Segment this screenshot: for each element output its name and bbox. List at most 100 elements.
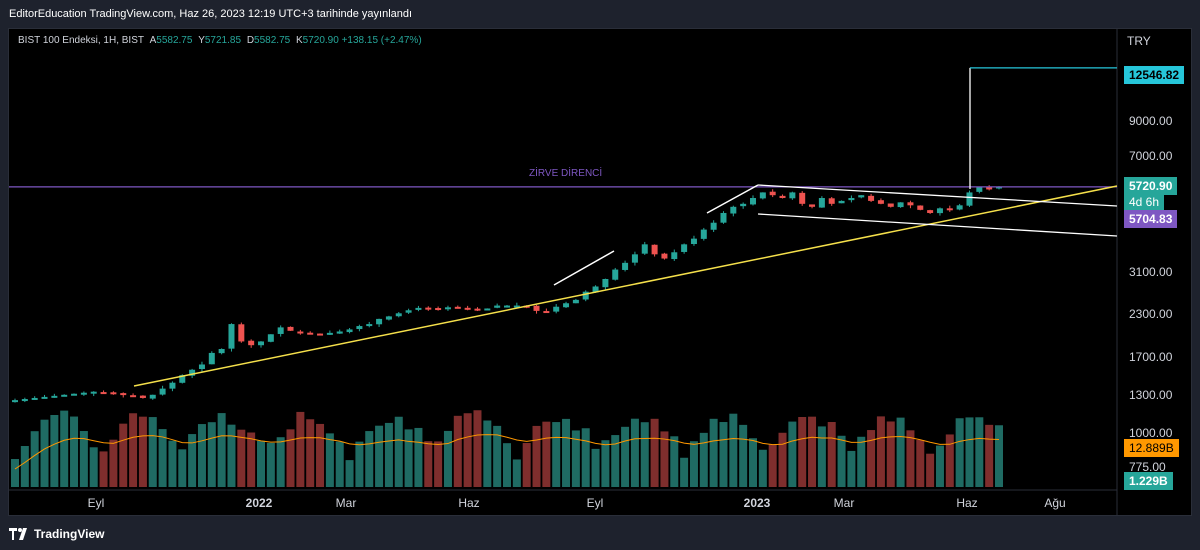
candle-up (494, 305, 501, 308)
channel-lower-line (757, 213, 1118, 237)
candle-up (602, 279, 609, 288)
volume-bar (827, 422, 836, 487)
candle-up (80, 392, 87, 395)
candle-up (31, 397, 38, 400)
low-value: 5582.75 (254, 35, 291, 46)
volume-bar (247, 432, 256, 487)
volume-bar (709, 418, 718, 487)
candle-up (484, 308, 491, 311)
volume-bar (758, 449, 767, 487)
high-label: Y (198, 35, 205, 46)
volume-bar (817, 426, 826, 487)
chart-frame[interactable]: BIST 100 Endeksi, 1H, BIST A5582.75 Y572… (8, 28, 1192, 516)
volume-bar (660, 431, 669, 487)
candle-down (464, 307, 471, 310)
volume-bar (493, 425, 502, 487)
volume-bar (581, 428, 590, 487)
candle-up (936, 208, 943, 214)
candle-down (307, 332, 314, 335)
candle-down (809, 204, 816, 207)
candle-up (179, 375, 186, 383)
time-tick: Haz (956, 496, 978, 510)
publish-header: EditorEducation TradingView.com, Haz 26,… (0, 0, 1200, 28)
volume-bar (768, 444, 777, 487)
volume-bar (778, 432, 787, 487)
candle-up (513, 305, 520, 308)
candle-down (917, 205, 924, 210)
candle-up (218, 349, 225, 354)
candle-down (130, 395, 137, 398)
resistance-price-tag[interactable]: 5704.83 (1124, 210, 1178, 228)
candle-up (690, 238, 697, 245)
candle-up (622, 262, 629, 270)
symbol-name[interactable]: BIST 100 Endeksi, 1H, BIST (18, 35, 144, 46)
volume-bar (148, 417, 157, 487)
candle-down (986, 187, 993, 190)
volume-bar (266, 442, 275, 487)
candle-up (612, 269, 619, 280)
volume-bar (257, 440, 265, 487)
candle-up (681, 244, 688, 252)
candle-down (946, 208, 953, 211)
volume-bar (50, 414, 59, 487)
volume-bar (434, 441, 443, 487)
candle-down (543, 311, 550, 314)
volume-bar (30, 431, 39, 487)
volume-ma-tag[interactable]: 12.889B (1124, 439, 1179, 457)
candle-up (897, 202, 904, 208)
close-label: K (295, 35, 303, 46)
trend-line (133, 185, 1118, 387)
candle-up (563, 303, 570, 308)
volume-bar (316, 423, 325, 487)
candle-up (208, 352, 215, 365)
volume-bar (79, 431, 88, 487)
time-tick: Eyl (87, 496, 105, 510)
volume-bar (798, 417, 807, 487)
volume-bar (896, 417, 905, 487)
candle-down (317, 333, 324, 336)
volume-bar (11, 459, 19, 487)
volume-bar (168, 440, 177, 487)
resistance-label[interactable]: ZİRVE DİRENCİ (529, 168, 603, 179)
volume-bar (945, 434, 954, 487)
last-price-tag[interactable]: 5720.90 (1124, 177, 1178, 195)
candle-up (720, 212, 727, 223)
target-price-tag[interactable]: 12546.82 (1124, 66, 1185, 84)
candle-up (740, 203, 747, 207)
volume-bar (158, 429, 167, 487)
candle-up (976, 187, 983, 192)
candle-up (41, 396, 48, 399)
candle-up (71, 393, 78, 396)
candle-up (838, 200, 845, 204)
candle-down (110, 392, 117, 395)
high-value: 5721.85 (204, 35, 242, 46)
candle-up (956, 205, 963, 210)
volume-bar (207, 422, 216, 487)
candle-up (405, 310, 412, 313)
volume-bar (129, 413, 138, 487)
candle-up (149, 394, 156, 399)
volume-bar (719, 422, 728, 487)
volume-bar (926, 453, 935, 487)
candle-up (671, 252, 678, 260)
low-label: D (246, 35, 255, 46)
channel-upper-line (757, 184, 1118, 207)
candle-down (877, 200, 884, 204)
currency-label[interactable]: TRY (1127, 34, 1151, 48)
candle-up (572, 299, 579, 304)
volume-bar (739, 424, 748, 487)
volume-bar (60, 410, 69, 487)
footer-bar: TradingView (0, 518, 1200, 550)
tradingview-logo[interactable]: TradingView (9, 527, 104, 541)
volume-bar (503, 443, 511, 487)
price-tick: 9000.00 (1129, 114, 1173, 128)
candle-up (750, 198, 756, 205)
open-value: 5582.75 (156, 35, 193, 46)
volume-bar (867, 430, 876, 487)
volume-tag[interactable]: 1.229B (1124, 472, 1173, 490)
candle-down (799, 192, 806, 204)
candle-down (454, 306, 461, 309)
chart-canvas[interactable] (9, 29, 1192, 516)
candle-down (661, 253, 668, 259)
volume-bar (640, 422, 649, 487)
